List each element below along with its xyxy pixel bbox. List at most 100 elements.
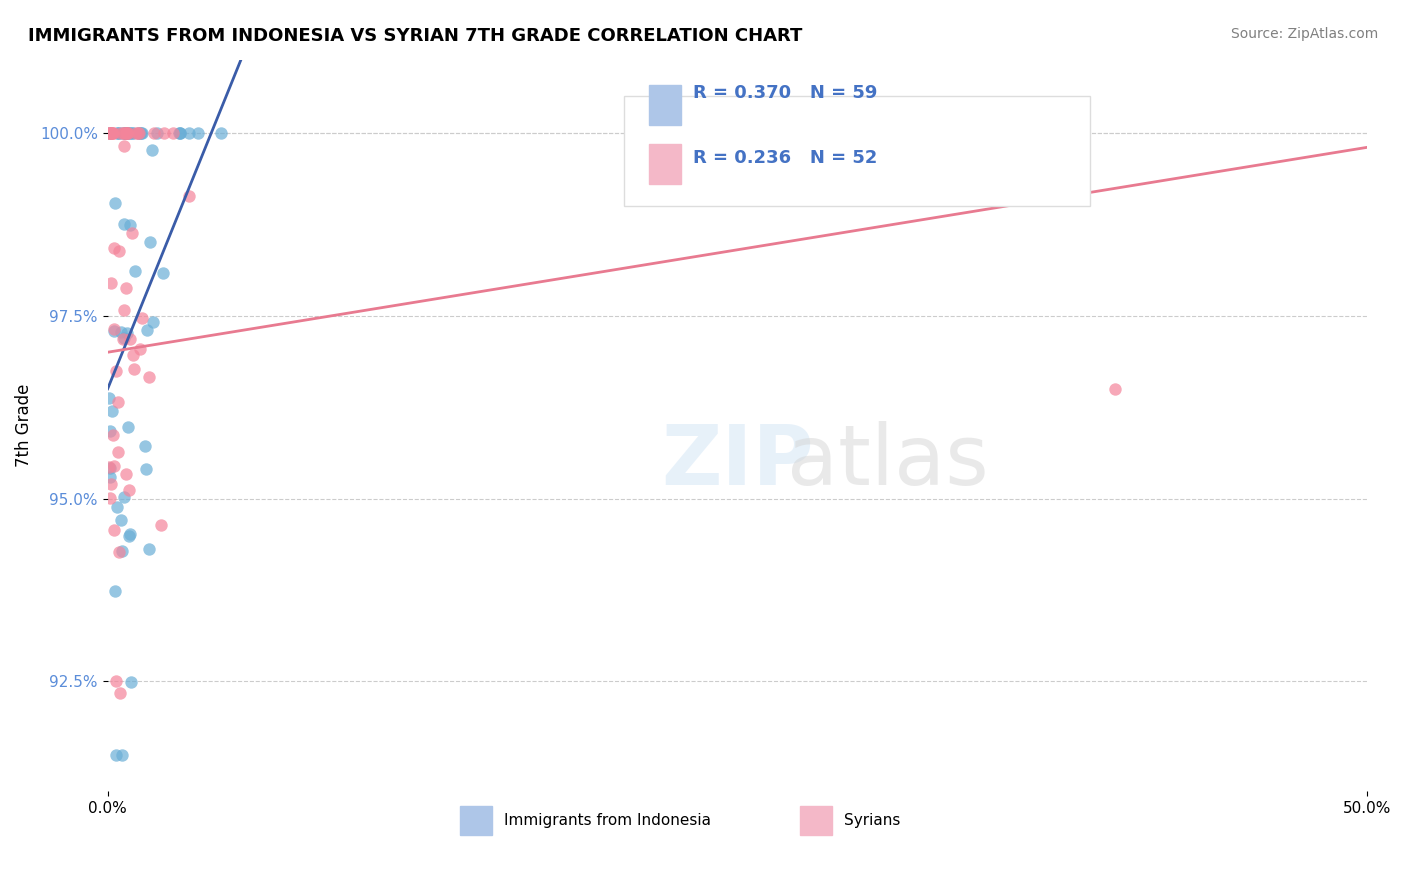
Point (105, 673, 128, 688)
Point (110, 126, 132, 140)
Point (100, 276, 122, 290)
Point (112, 126, 135, 140)
Point (131, 126, 153, 140)
Point (112, 332, 135, 346)
Point (167, 126, 190, 140)
Point (97, 459, 120, 474)
Point (124, 264, 146, 278)
Text: ZIP: ZIP (661, 422, 814, 502)
Point (118, 126, 141, 140)
Y-axis label: 7th Grade: 7th Grade (15, 384, 32, 467)
Point (117, 483, 139, 497)
Point (100, 126, 122, 140)
Point (114, 281, 136, 295)
Point (117, 326, 139, 340)
Point (97, 126, 120, 140)
Point (100, 477, 122, 491)
Point (127, 126, 149, 140)
Point (120, 218, 142, 232)
Point (98, 461, 121, 475)
Point (115, 126, 138, 140)
Point (98, 126, 121, 140)
Point (100, 126, 122, 140)
Point (169, 126, 191, 140)
Point (138, 369, 160, 384)
Point (117, 420, 139, 434)
Bar (800, 805, 832, 835)
Point (143, 126, 166, 140)
Point (108, 126, 131, 140)
Point (111, 126, 134, 140)
Point (120, 675, 142, 690)
Point (152, 266, 174, 280)
Text: Immigrants from Indonesia: Immigrants from Indonesia (505, 813, 711, 828)
Point (103, 458, 125, 473)
Text: atlas: atlas (787, 422, 990, 502)
Point (110, 513, 132, 527)
Point (110, 686, 132, 700)
Point (107, 395, 129, 409)
Point (103, 324, 125, 338)
Point (114, 126, 136, 140)
Point (149, 518, 172, 533)
Point (162, 126, 184, 140)
Text: R = 0.370   N = 59: R = 0.370 N = 59 (693, 84, 877, 102)
Point (107, 126, 129, 140)
Point (1104, 382, 1126, 396)
Point (114, 126, 136, 140)
Text: IMMIGRANTS FROM INDONESIA VS SYRIAN 7TH GRADE CORRELATION CHART: IMMIGRANTS FROM INDONESIA VS SYRIAN 7TH … (28, 27, 803, 45)
Point (121, 126, 143, 140)
Point (122, 348, 145, 362)
Point (128, 342, 150, 356)
Point (105, 500, 128, 514)
Point (115, 126, 138, 140)
Text: Syrians: Syrians (844, 813, 901, 828)
Point (146, 126, 169, 140)
Point (107, 444, 129, 458)
Point (122, 362, 145, 376)
Point (101, 126, 124, 140)
Point (107, 126, 129, 140)
Point (135, 323, 157, 337)
Point (114, 126, 136, 140)
Point (104, 747, 127, 762)
Point (101, 126, 124, 140)
Point (108, 545, 131, 559)
Point (131, 310, 153, 325)
Point (112, 126, 135, 140)
Point (153, 126, 176, 140)
Point (209, 126, 232, 140)
Point (105, 364, 128, 378)
Point (97, 126, 120, 140)
Point (127, 126, 149, 140)
Point (117, 529, 139, 543)
Point (169, 126, 191, 140)
Text: Source: ZipAtlas.com: Source: ZipAtlas.com (1230, 27, 1378, 41)
Point (115, 126, 138, 140)
Point (103, 241, 125, 255)
Point (115, 126, 138, 140)
Point (98, 425, 121, 439)
Point (177, 189, 200, 203)
Point (98, 470, 121, 484)
Point (115, 467, 138, 481)
Point (118, 126, 141, 140)
Point (122, 126, 145, 140)
Point (98, 491, 121, 505)
Point (101, 427, 124, 442)
Point (112, 331, 135, 345)
Point (141, 143, 163, 157)
Point (138, 235, 160, 250)
Text: R = 0.236   N = 52: R = 0.236 N = 52 (693, 149, 877, 168)
Point (107, 244, 129, 258)
Point (129, 126, 152, 140)
Point (98, 126, 121, 140)
Point (101, 404, 124, 418)
Point (101, 126, 124, 140)
Point (97, 391, 120, 405)
Point (177, 126, 200, 140)
Point (115, 126, 138, 140)
Point (111, 747, 134, 762)
Point (104, 195, 127, 210)
Point (187, 126, 209, 140)
